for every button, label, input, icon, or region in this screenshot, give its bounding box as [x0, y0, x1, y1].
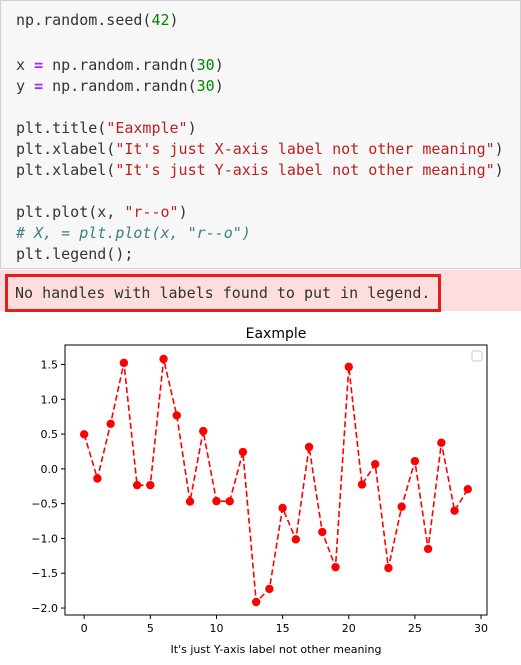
code-token: plt.xlabel(	[16, 161, 115, 179]
data-point	[159, 355, 167, 363]
data-point	[411, 457, 419, 465]
y-tick-label: −0.5	[31, 498, 58, 511]
code-token: "r--o"	[124, 203, 178, 221]
axes-frame	[65, 345, 487, 615]
code-token: )	[215, 56, 224, 74]
data-point	[106, 420, 114, 428]
legend-box	[472, 351, 482, 361]
code-cell[interactable]: np.random.seed(42) x = np.random.randn(30…	[0, 0, 521, 269]
code-token: )	[170, 11, 179, 29]
code-token: )	[495, 140, 504, 158]
data-point	[199, 427, 207, 435]
x-tick-label: 15	[276, 622, 290, 635]
y-tick-label: −1.0	[31, 532, 58, 545]
data-point	[384, 564, 392, 572]
code-token: "Eaxmple"	[106, 119, 187, 137]
data-point	[397, 503, 405, 511]
data-point	[450, 506, 458, 514]
code-token: "It's just Y-axis label not other meanin…	[115, 161, 494, 179]
data-point	[305, 443, 313, 451]
code-token: y	[16, 77, 34, 95]
code-token: 30	[197, 77, 215, 95]
stderr-message: No handles with labels found to put in l…	[15, 283, 430, 303]
y-tick-label: 1.0	[41, 393, 59, 406]
data-point	[133, 481, 141, 489]
plot-figure: Eaxmple 1.5 1.0 0.5 0.0 −0.5 −1.0 −1.5 −2.0 0 5 10 1…	[0, 318, 521, 665]
code-line: # X, = plt.plot(x, "r--o")	[16, 223, 251, 243]
data-point	[278, 504, 286, 512]
code-token: 30	[197, 56, 215, 74]
code-token: np.random.seed(	[16, 11, 151, 29]
y-tick-label: −2.0	[31, 602, 58, 615]
data-point	[186, 497, 194, 505]
code-token: x	[16, 56, 34, 74]
code-token: plt.legend();	[16, 245, 133, 263]
data-point	[437, 439, 445, 447]
code-token: )	[179, 203, 188, 221]
y-tick-label: 0.5	[41, 428, 59, 441]
data-point	[292, 535, 300, 543]
x-tick-label: 0	[81, 622, 88, 635]
code-token: # X, = plt.plot(x, "r--o")	[16, 224, 251, 242]
data-point	[252, 598, 260, 606]
data-point	[239, 448, 247, 456]
chart-title: Eaxmple	[246, 326, 307, 342]
code-token: )	[188, 119, 197, 137]
data-point	[212, 497, 220, 505]
x-axis-label: It's just Y-axis label not other meaning	[171, 643, 382, 656]
data-point	[331, 563, 339, 571]
data-point	[173, 411, 181, 419]
data-point	[146, 481, 154, 489]
data-point	[93, 474, 101, 482]
code-line: plt.xlabel("It's just Y-axis label not o…	[16, 160, 504, 180]
data-point	[424, 545, 432, 553]
code-line: plt.title("Eaxmple")	[16, 118, 197, 138]
code-token: )	[495, 161, 504, 179]
code-line: plt.plot(x, "r--o")	[16, 202, 188, 222]
y-tick-label: 1.5	[41, 358, 59, 371]
series-line	[84, 359, 468, 602]
data-point	[345, 363, 353, 371]
code-token: "It's just X-axis label not other meanin…	[115, 140, 494, 158]
code-token: np.random.randn(	[43, 56, 197, 74]
code-token: plt.title(	[16, 119, 106, 137]
data-point	[80, 430, 88, 438]
x-tick-label: 5	[147, 622, 154, 635]
code-token: plt.xlabel(	[16, 140, 115, 158]
data-point	[371, 460, 379, 468]
data-point	[225, 497, 233, 505]
code-token: =	[34, 56, 43, 74]
data-point	[358, 480, 366, 488]
data-point	[265, 585, 273, 593]
y-tick-label: 0.0	[41, 463, 59, 476]
code-token: =	[34, 77, 43, 95]
code-line: np.random.seed(42)	[16, 10, 179, 30]
data-point	[318, 528, 326, 536]
code-line: x = np.random.randn(30)	[16, 55, 224, 75]
x-tick-label: 25	[408, 622, 422, 635]
x-tick-label: 20	[342, 622, 356, 635]
code-line: plt.xlabel("It's just X-axis label not o…	[16, 139, 504, 159]
code-line: y = np.random.randn(30)	[16, 76, 224, 96]
y-tick-label: −1.5	[31, 567, 58, 580]
code-token: np.random.randn(	[43, 77, 197, 95]
x-tick-label: 30	[474, 622, 488, 635]
x-tick-label: 10	[209, 622, 223, 635]
code-token: 42	[151, 11, 169, 29]
data-point	[120, 359, 128, 367]
code-line: plt.legend();	[16, 244, 133, 264]
code-token: )	[215, 77, 224, 95]
code-token: plt.plot(x,	[16, 203, 124, 221]
data-point	[464, 485, 472, 493]
